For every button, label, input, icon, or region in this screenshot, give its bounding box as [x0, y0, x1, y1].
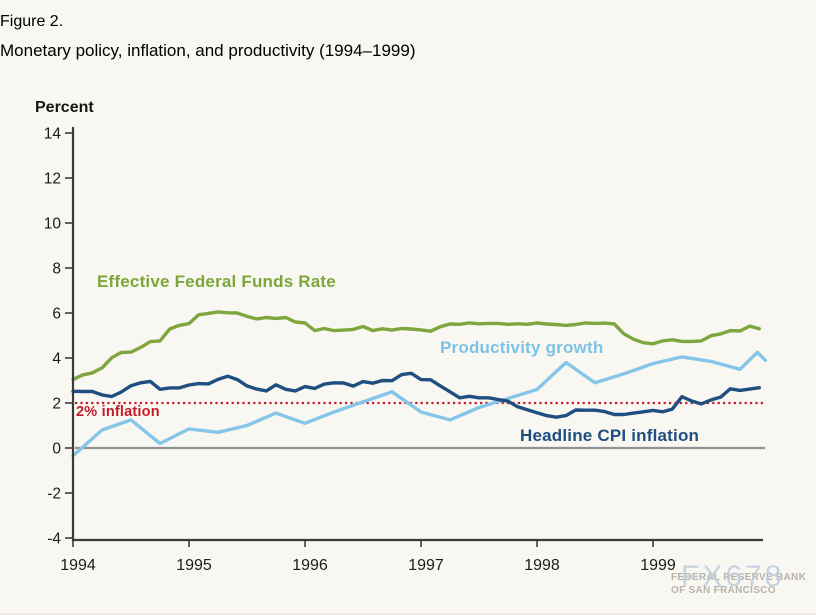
y-axis-title: Percent [35, 99, 94, 116]
y-tick-label: 8 [52, 261, 61, 278]
x-tick-label: 1994 [60, 557, 96, 574]
series-label-productivity-growth: Productivity growth [440, 338, 604, 357]
x-tick-label: 1996 [292, 557, 328, 574]
watermark-frbsf-line2: OF SAN FRANCISCO [671, 584, 776, 596]
line-productivity-growth [71, 350, 768, 458]
watermark-frbsf-text: FEDERAL RESERVE BANK OF SAN FRANCISCO [671, 572, 806, 597]
reference-label-2-percent-inflation: 2% inflation [76, 404, 160, 420]
series-label-effective-federal-funds-rate: Effective Federal Funds Rate [97, 272, 336, 291]
line-headline-cpi-inflation [71, 371, 761, 419]
y-tick-label: -2 [47, 486, 61, 503]
y-tick-label: 0 [52, 441, 61, 458]
x-tick-label: 1997 [408, 557, 444, 574]
y-tick-label: 2 [52, 396, 61, 413]
figure-label: Figure 2. [0, 13, 64, 30]
series-label-headline-cpi-inflation: Headline CPI inflation [520, 426, 700, 445]
x-tick-label: 1998 [524, 557, 560, 574]
chart-title: Monetary policy, inflation, and producti… [0, 41, 416, 60]
x-tick-label: 1995 [176, 557, 212, 574]
y-tick-label: -4 [47, 531, 61, 548]
watermark-frbsf-line1: FEDERAL RESERVE BANK [671, 572, 807, 583]
line-effective-federal-funds-rate [71, 310, 761, 382]
y-tick-label: 14 [44, 126, 62, 143]
y-tick-label: 12 [44, 171, 61, 188]
watermark-fx678: FX678 [681, 560, 785, 593]
y-tick-label: 6 [52, 306, 61, 323]
x-tick-label: 1999 [640, 557, 676, 574]
y-tick-label: 10 [44, 216, 62, 233]
y-tick-label: 4 [52, 351, 61, 368]
